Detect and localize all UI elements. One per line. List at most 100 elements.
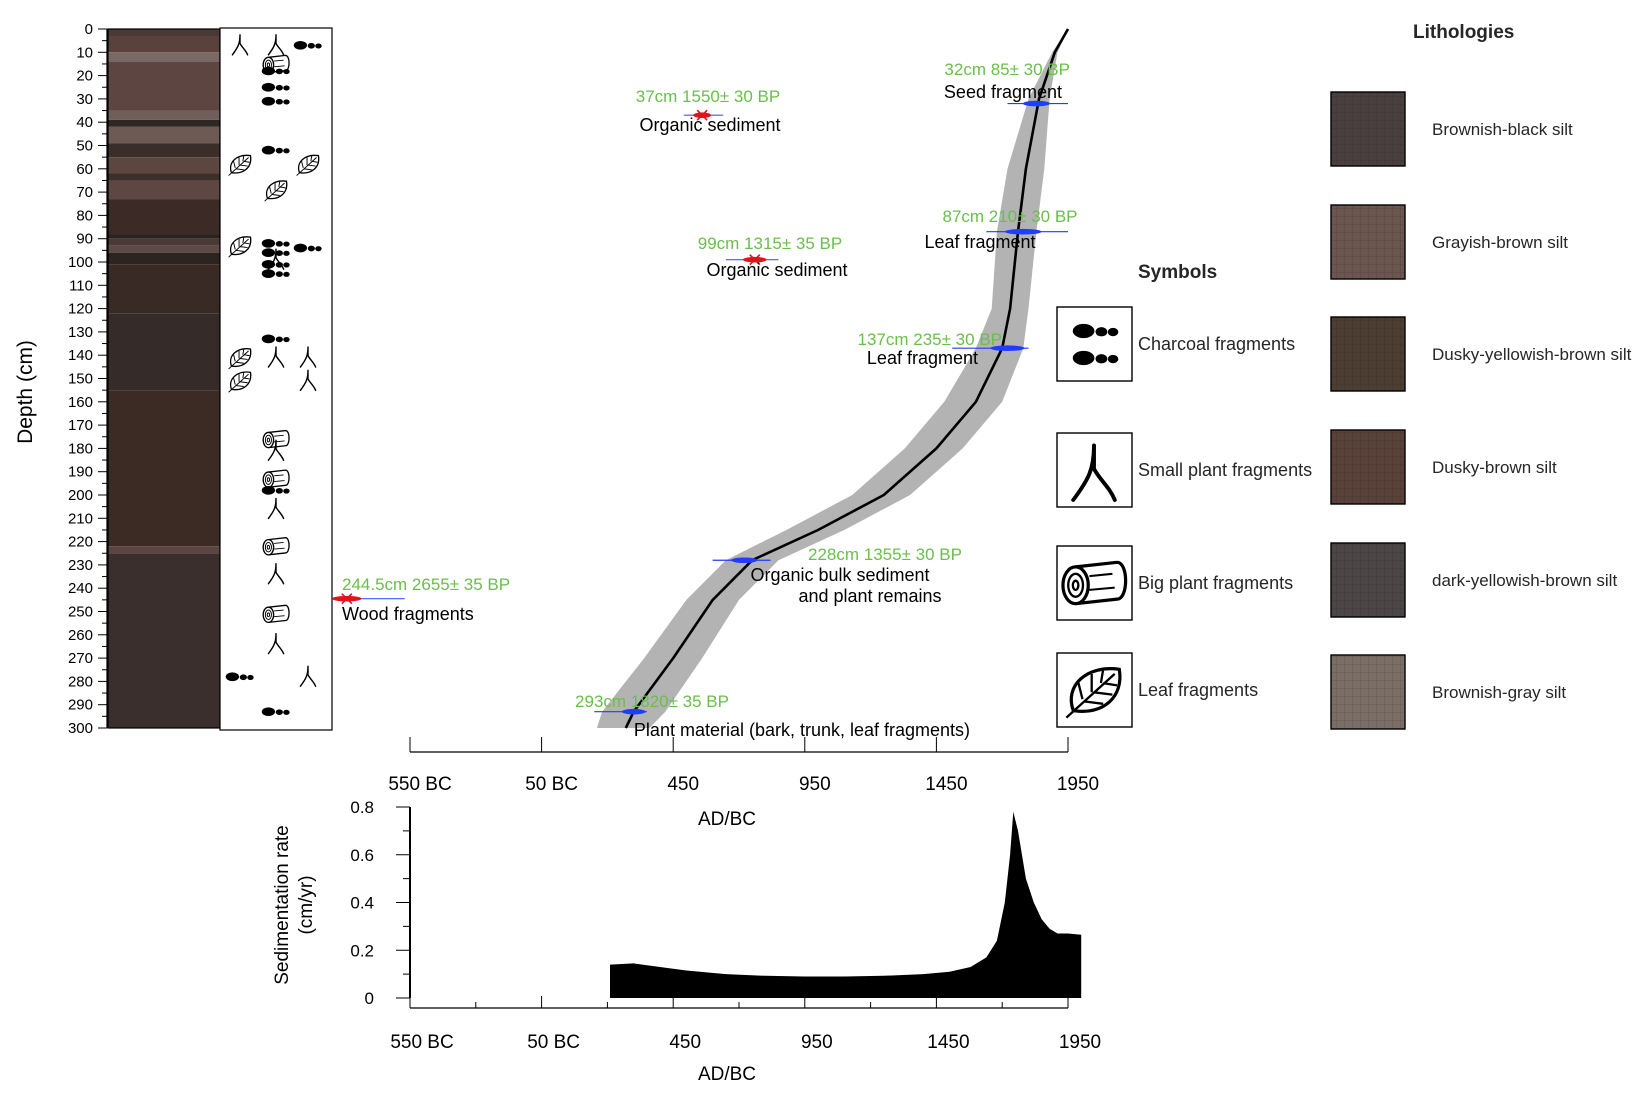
lithology-layer bbox=[108, 157, 220, 174]
leaf-icon bbox=[296, 154, 320, 176]
symbols-legend: Charcoal fragments Small plant fragments B… bbox=[1056, 306, 1312, 728]
sed-x-tick-label: 1450 bbox=[927, 1032, 969, 1053]
lithology-layer bbox=[108, 61, 220, 111]
date-label: 228cm 1355± 30 BP bbox=[808, 545, 962, 564]
sed-y-tick-label: 0.4 bbox=[350, 894, 374, 913]
log-icon bbox=[262, 429, 290, 449]
charcoal-icon bbox=[261, 248, 290, 258]
age-tick-label: 1450 bbox=[925, 774, 967, 795]
leaf-icon bbox=[264, 180, 288, 202]
date-label: 99cm 1315± 35 BP bbox=[698, 234, 842, 253]
lithology-layer bbox=[108, 52, 220, 62]
depth-axis-label: Depth (cm) bbox=[14, 340, 37, 444]
depth-tick-label: 300 bbox=[68, 720, 93, 737]
lithology-layer bbox=[108, 173, 220, 181]
depth-tick-label: 220 bbox=[68, 534, 93, 551]
lithology-legend-item: Brownish-gray silt bbox=[1330, 654, 1566, 730]
age-tick-label: 550 BC bbox=[388, 774, 451, 795]
lithology-layer bbox=[108, 119, 220, 127]
leaf-icon bbox=[228, 236, 252, 258]
small-plant-icon bbox=[1071, 443, 1117, 502]
depth-tick-label: 280 bbox=[68, 673, 93, 690]
age-x-axis: 550 BC 50 BC 450 950 1450 1950 bbox=[388, 737, 1099, 795]
date-material: Organic bulk sediment and plant remains bbox=[750, 565, 941, 606]
age-tick-label: 1950 bbox=[1057, 774, 1099, 795]
radiocarbon-dates: 32cm 85± 30 BP Seed fragment 37cm 1550± 30… bbox=[332, 60, 1078, 740]
lithology-legend-label: Brownish-black silt bbox=[1432, 120, 1573, 139]
date-probability bbox=[1004, 228, 1042, 235]
lithology-layer bbox=[108, 252, 220, 265]
lithology-layer bbox=[108, 553, 220, 728]
date-label: 137cm 235± 30 BP bbox=[858, 330, 1002, 349]
sed-x-tick-label: 1950 bbox=[1059, 1032, 1101, 1053]
depth-tick-label: 60 bbox=[76, 161, 93, 178]
date-label: 244.5cm 2655± 35 BP bbox=[342, 575, 510, 594]
depth-tick-label: 180 bbox=[68, 440, 93, 457]
date-material: Wood fragments bbox=[342, 604, 474, 624]
lithology-legend-item: Grayish-brown silt bbox=[1330, 204, 1568, 280]
date-label: 87cm 210± 30 BP bbox=[942, 207, 1077, 226]
charcoal-icon bbox=[261, 259, 290, 269]
lithology-legend-label: Brownish-gray silt bbox=[1432, 683, 1566, 702]
sed-x-tick-label: 450 bbox=[669, 1032, 701, 1053]
depth-tick-label: 230 bbox=[68, 557, 93, 574]
depth-tick-label: 40 bbox=[76, 114, 93, 131]
symbol-swatch bbox=[1056, 306, 1133, 382]
lithology-legend-item: Dusky-brown silt bbox=[1330, 429, 1557, 505]
lithology-column bbox=[107, 28, 221, 729]
depth-tick-label: 170 bbox=[68, 417, 93, 434]
small-plant-icon bbox=[267, 497, 285, 520]
date-label: 32cm 85± 30 BP bbox=[944, 60, 1070, 79]
charcoal-icon bbox=[261, 707, 290, 717]
lithology-layer bbox=[108, 110, 220, 120]
depth-tick-label: 250 bbox=[68, 604, 93, 621]
depth-tick-label: 140 bbox=[68, 347, 93, 364]
age-tick-label: 450 bbox=[667, 774, 699, 795]
depth-tick-label: 120 bbox=[68, 301, 93, 318]
lithologies-legend-title: Lithologies bbox=[1413, 22, 1514, 43]
lithology-symbols bbox=[225, 34, 322, 717]
symbol-legend-item: Small plant fragments bbox=[1056, 432, 1312, 508]
depth-tick-label: 30 bbox=[76, 91, 93, 108]
lithology-layer bbox=[108, 234, 220, 239]
small-plant-icon bbox=[231, 34, 249, 56]
small-plant-icon bbox=[267, 34, 285, 56]
lithology-layer bbox=[108, 199, 220, 235]
radiocarbon-date: 87cm 210± 30 BP Leaf fragment bbox=[924, 207, 1077, 252]
date-material: Plant material (bark, trunk, leaf fragme… bbox=[634, 720, 970, 740]
depth-tick-label: 270 bbox=[68, 650, 93, 667]
depth-tick-label: 90 bbox=[76, 231, 93, 248]
age-uncertainty-band bbox=[596, 29, 1068, 728]
lithology-layer bbox=[108, 143, 220, 158]
radiocarbon-date: 32cm 85± 30 BP Seed fragment bbox=[944, 60, 1070, 107]
lithology-layer bbox=[108, 29, 220, 36]
log-icon bbox=[262, 537, 290, 556]
charcoal-icon bbox=[261, 66, 290, 76]
radiocarbon-date: 244.5cm 2655± 35 BP Wood fragments bbox=[332, 575, 510, 624]
charcoal-icon bbox=[261, 96, 290, 106]
date-label: 37cm 1550± 30 BP bbox=[636, 87, 780, 106]
charcoal-icon bbox=[261, 485, 290, 495]
leaf-icon bbox=[228, 154, 252, 176]
depth-tick-label: 0 bbox=[85, 21, 93, 38]
log-icon bbox=[1061, 560, 1128, 606]
symbol-legend-item: Big plant fragments bbox=[1056, 545, 1293, 621]
uncertainty-band bbox=[596, 29, 1068, 728]
lithology-legend-item: Dusky-yellowish-brown silt bbox=[1330, 316, 1632, 392]
depth-tick-label: 190 bbox=[68, 464, 93, 481]
sedimentation-area bbox=[610, 811, 1082, 998]
depth-axis: 0 10 20 30 40 50 60 70 80 90 100 110 120 130 140 150 160… bbox=[68, 21, 108, 737]
median-line bbox=[624, 28, 1070, 729]
symbol-legend-label: Leaf fragments bbox=[1138, 680, 1258, 700]
depth-tick-label: 210 bbox=[68, 510, 93, 527]
charcoal-icon bbox=[261, 145, 290, 155]
sedimentation-rate-area bbox=[610, 811, 1082, 998]
lithology-layer bbox=[108, 390, 220, 547]
depth-tick-label: 200 bbox=[68, 487, 93, 504]
sedimentation-x-axis-label: AD/BC bbox=[698, 1064, 756, 1085]
charcoal-icon bbox=[293, 243, 322, 253]
date-material: Organic sediment bbox=[706, 260, 847, 280]
sedimentation-y-axis: 0 0.2 0.4 0.6 0.8 bbox=[350, 798, 411, 1008]
